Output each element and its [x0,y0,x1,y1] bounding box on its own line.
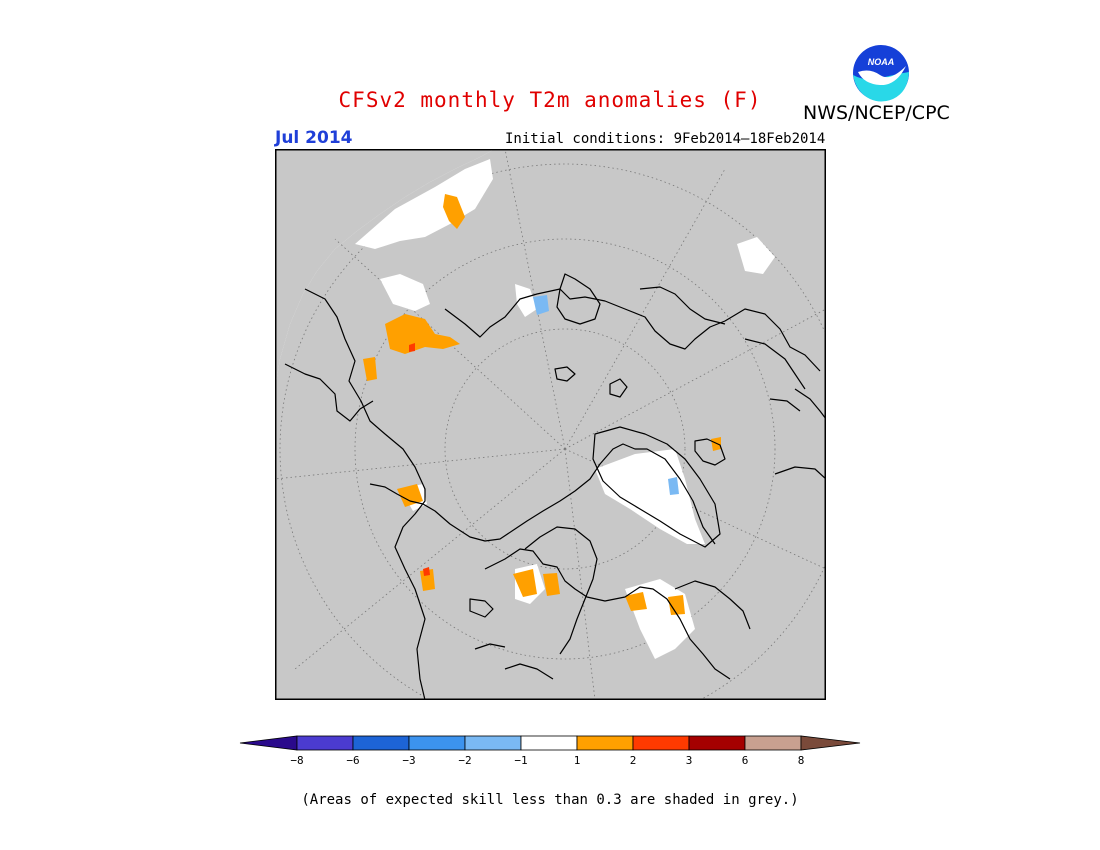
colorbar-swatch [464,735,522,751]
colorbar: −8 −6 −3 −2 −1 1 2 3 6 8 [239,735,861,767]
target-month-label: Jul 2014 [275,128,353,148]
colorbar-swatch [632,735,690,751]
colorbar-tick-label: −6 [346,754,359,767]
skill-mask-region [275,149,826,700]
polar-map [275,149,826,700]
colorbar-tick-label: 6 [742,754,749,767]
colorbar-tick-label: 2 [630,754,637,767]
colorbar-tick-label: 3 [686,754,693,767]
skill-footnote: (Areas of expected skill less than 0.3 a… [301,792,799,808]
colorbar-swatch [296,735,354,751]
colorbar-end-right [800,735,861,751]
colorbar-tick-label: −8 [290,754,303,767]
colorbar-end-left [239,735,298,751]
red-anomaly-regions [409,343,430,576]
colorbar-labels: −8 −6 −3 −2 −1 1 2 3 6 8 [290,754,804,767]
colorbar-swatch [576,735,634,751]
map-frame [275,149,826,700]
colorbar-swatch [688,735,746,751]
noaa-logo-icon: NOAA [851,43,911,103]
colorbar-swatch [744,735,802,751]
colorbar-tick-label: 1 [574,754,581,767]
colorbar-swatch [352,735,410,751]
orange-anomaly-regions [363,194,721,615]
colorbar-swatches [239,735,861,751]
colorbar-swatch [520,735,578,751]
blue-anomaly-regions [533,295,679,495]
colorbar-tick-label: −2 [458,754,471,767]
colorbar-tick-label: −3 [402,754,415,767]
logo-text: NOAA [868,57,895,67]
colorbar-tick-label: 8 [798,754,805,767]
map-title: CFSv2 monthly T2m anomalies (F) [338,88,762,112]
initial-conditions-label: Initial conditions: 9Feb2014–18Feb2014 [505,131,826,147]
colorbar-tick-label: −1 [514,754,527,767]
coastlines [284,273,826,700]
colorbar-swatch [408,735,466,751]
graticule [275,149,826,700]
agency-label: NWS/NCEP/CPC [803,102,950,124]
